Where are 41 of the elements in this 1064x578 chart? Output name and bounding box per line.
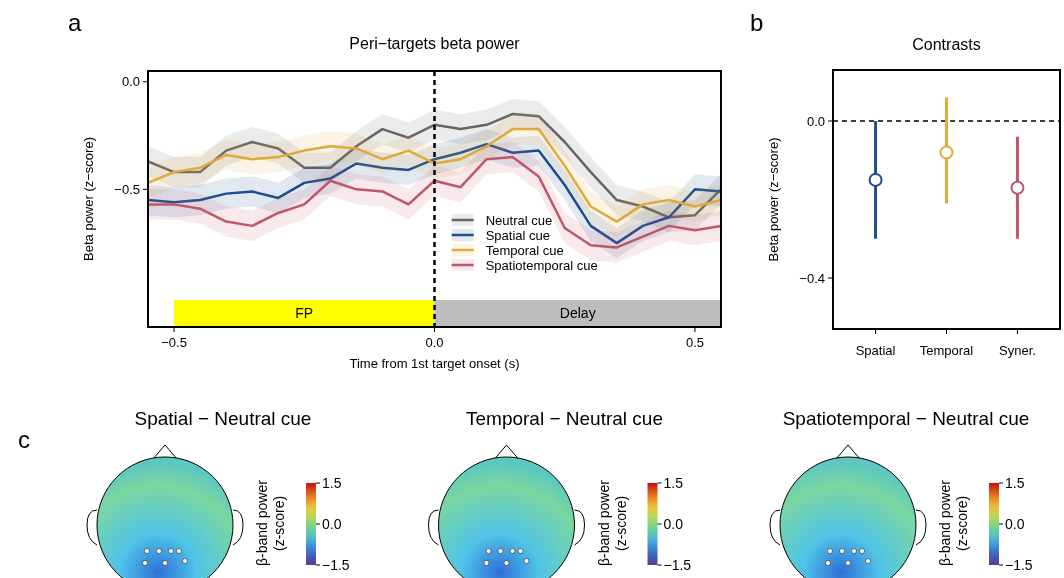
x-axis-title: Time from 1st target onset (s) bbox=[349, 356, 520, 371]
x-tick-label: 0.5 bbox=[685, 335, 704, 350]
text: 1.5 bbox=[322, 474, 342, 491]
y-axis-title: Beta power (z−score) bbox=[766, 137, 781, 262]
text: 1.5 bbox=[663, 474, 684, 491]
text: Spatial − Neutral cue bbox=[134, 408, 312, 429]
text: b bbox=[750, 9, 764, 36]
x-tick-label: Spatial bbox=[855, 343, 896, 358]
text: c bbox=[18, 426, 30, 453]
line-series bbox=[148, 142, 721, 245]
x-tick-label: −0.5 bbox=[161, 335, 187, 350]
text: a bbox=[68, 9, 82, 36]
text: −1.5 bbox=[1005, 556, 1033, 573]
y-tick-label: −0.4 bbox=[799, 270, 825, 286]
text: 0.0 bbox=[322, 515, 342, 532]
text: 0.0 bbox=[663, 515, 684, 532]
line-series bbox=[148, 127, 721, 223]
chart-title: Contrasts bbox=[912, 36, 981, 53]
legend-label: Spatiotemporal cue bbox=[485, 257, 598, 273]
legend-label: Spatial cue bbox=[485, 227, 551, 243]
point bbox=[1010, 180, 1025, 195]
point bbox=[939, 145, 954, 160]
band-label: FP bbox=[295, 305, 314, 322]
x-tick-label: Temporal bbox=[919, 343, 974, 358]
text: −1.5 bbox=[663, 556, 692, 573]
x-tick-label: Syner. bbox=[999, 343, 1036, 358]
x-tick-label: 0.0 bbox=[425, 335, 444, 350]
chart-title: Peri−targets beta power bbox=[349, 35, 521, 52]
color-bar-title: β-band power (z-score) bbox=[595, 479, 630, 568]
text: 0.0 bbox=[1005, 515, 1025, 532]
text: 1.5 bbox=[1005, 474, 1025, 491]
legend-label: Neutral cue bbox=[485, 212, 553, 228]
color-bar-title: β-band power (z-score) bbox=[937, 479, 971, 568]
text: Spatiotemporal − Neutral cue bbox=[782, 408, 1030, 429]
text: −1.5 bbox=[322, 556, 350, 573]
color-bar-title: β-band power (z-score) bbox=[254, 479, 288, 568]
point bbox=[868, 172, 883, 187]
y-axis-title: Beta power (z−score) bbox=[81, 137, 96, 261]
text: Temporal − Neutral cue bbox=[466, 408, 663, 429]
band-label: Delay bbox=[559, 305, 596, 322]
legend-label: Temporal cue bbox=[485, 242, 564, 258]
